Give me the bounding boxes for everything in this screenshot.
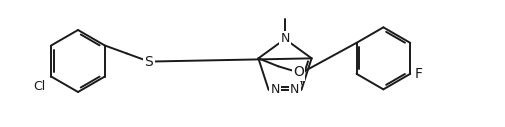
Text: N: N <box>280 33 290 45</box>
Text: O: O <box>293 65 304 79</box>
Text: F: F <box>414 67 422 81</box>
Text: N: N <box>290 83 299 96</box>
Text: Cl: Cl <box>33 81 45 93</box>
Text: N: N <box>271 83 280 96</box>
Text: S: S <box>144 54 153 68</box>
